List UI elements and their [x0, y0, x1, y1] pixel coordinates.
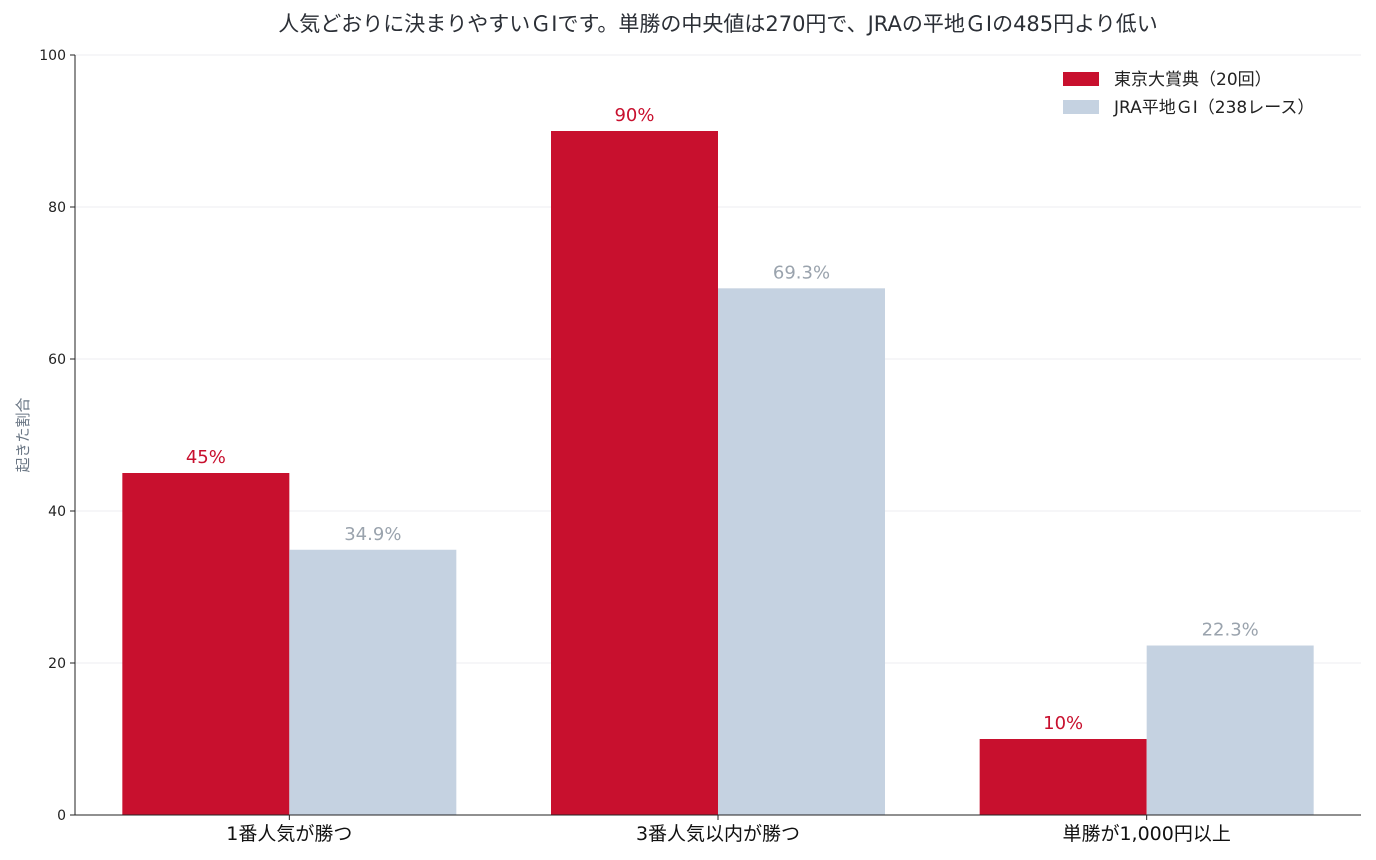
bar-s0-c0: [122, 473, 290, 815]
legend-label-1: JRA平地ＧⅠ（238レース）: [1113, 98, 1314, 118]
y-tick-label-100: 100: [39, 48, 66, 64]
data-labels: 45% 34.9% 90% 69.3% 10% 22.3%: [186, 105, 1259, 734]
legend-swatch-0: [1063, 72, 1099, 86]
legend: 東京大賞典（20回） JRA平地ＧⅠ（238レース）: [1063, 70, 1314, 118]
data-label-s1-c0: 34.9%: [344, 524, 401, 545]
data-label-s1-c1: 69.3%: [773, 262, 830, 283]
bar-s0-c2: [979, 739, 1147, 815]
bar-s0-c1: [551, 131, 718, 815]
x-tick-label-1: 3番人気以内が勝つ: [636, 823, 800, 845]
y-tick-label-20: 20: [48, 656, 66, 672]
data-label-s0-c1: 90%: [614, 105, 654, 126]
chart-title: 人気どおりに決まりやすいＧⅠです。単勝の中央値は270円で、JRAの平地ＧⅠの4…: [278, 12, 1158, 36]
data-label-s0-c2: 10%: [1043, 713, 1083, 734]
y-ticks: 0 20 40 60 80 100: [39, 48, 75, 824]
data-label-s0-c0: 45%: [186, 447, 226, 468]
y-tick-label-40: 40: [48, 504, 66, 520]
bar-s1-c2: [1146, 645, 1314, 815]
y-tick-label-60: 60: [48, 352, 66, 368]
x-tick-label-2: 単勝が1,000円以上: [1062, 823, 1230, 845]
legend-swatch-1: [1063, 100, 1099, 114]
y-axis-label: 起きた割合: [14, 397, 32, 472]
x-tick-labels: 1番人気が勝つ 3番人気以内が勝つ 単勝が1,000円以上: [226, 815, 1231, 845]
bars: [122, 131, 1314, 815]
x-tick-label-0: 1番人気が勝つ: [226, 823, 352, 845]
data-label-s1-c2: 22.3%: [1202, 620, 1259, 641]
legend-label-0: 東京大賞典（20回）: [1114, 70, 1272, 90]
bar-s1-c0: [289, 549, 457, 815]
y-tick-label-80: 80: [48, 200, 66, 216]
bar-s1-c1: [718, 288, 885, 815]
y-tick-label-0: 0: [57, 808, 66, 824]
